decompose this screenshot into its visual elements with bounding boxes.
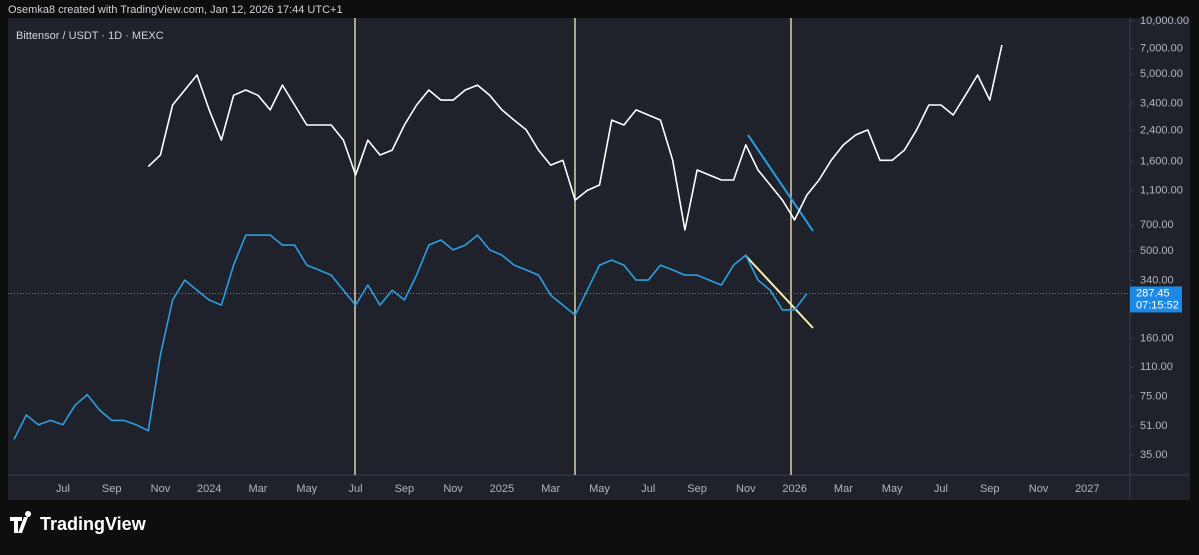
x-tick-label: May <box>589 483 610 495</box>
y-tick-label: 51.00 <box>1140 420 1168 432</box>
y-tick-label: 10,000.00 <box>1140 15 1189 27</box>
y-tick-label: 160.00 <box>1140 332 1174 344</box>
y-tick-label: 7,000.00 <box>1140 42 1183 54</box>
x-tick-label: 2026 <box>782 483 806 495</box>
x-tick-label: Sep <box>980 483 1000 495</box>
x-tick-label: Nov <box>736 483 756 495</box>
x-tick-label: Jul <box>934 483 948 495</box>
x-tick-label: 2024 <box>197 483 221 495</box>
x-tick-label: Jul <box>349 483 363 495</box>
price-line <box>13 234 808 440</box>
price-line <box>147 44 1003 231</box>
drawings <box>354 18 814 475</box>
x-tick-label: Mar <box>541 483 560 495</box>
y-tick-label: 2,400.00 <box>1140 124 1183 136</box>
x-tick-label: Nov <box>1029 483 1049 495</box>
x-tick-label: 2027 <box>1075 483 1099 495</box>
x-tick-label: Mar <box>834 483 853 495</box>
y-tick-label: 75.00 <box>1140 390 1168 402</box>
x-tick-label: Sep <box>395 483 415 495</box>
x-tick-label: May <box>882 483 903 495</box>
trend-line <box>744 254 814 329</box>
y-tick-label: 500.00 <box>1140 245 1174 257</box>
y-tick-label: 3,400.00 <box>1140 98 1183 110</box>
last-price-label: 287.45 <box>1136 287 1170 299</box>
x-tick-label: Nov <box>443 483 463 495</box>
logo-mark <box>10 511 32 533</box>
x-tick-label: Sep <box>102 483 122 495</box>
countdown-label: 07:15:52 <box>1136 299 1179 311</box>
y-tick-label: 5,000.00 <box>1140 68 1183 80</box>
y-tick-label: 35.00 <box>1140 449 1168 461</box>
x-tick-label: Jul <box>641 483 655 495</box>
axes: 35.00 51.00 75.00 110.00 160.00 340.00 500.00 7… <box>56 15 1189 495</box>
x-tick-label: 2025 <box>490 483 514 495</box>
trend-line <box>747 134 814 232</box>
x-tick-label: May <box>296 483 317 495</box>
plot <box>8 44 1130 440</box>
y-tick-label: 700.00 <box>1140 219 1174 231</box>
chart-title: Bittensor / USDT · 1D · MEXC <box>16 30 164 42</box>
y-tick-label: 1,100.00 <box>1140 184 1183 196</box>
last-price-box <box>1130 286 1182 313</box>
logo: TradingView <box>10 511 147 534</box>
x-tick-label: Sep <box>687 483 707 495</box>
x-tick-label: Jul <box>56 483 70 495</box>
y-tick-label: 1,600.00 <box>1140 156 1183 168</box>
x-tick-label: Mar <box>249 483 268 495</box>
y-tick-label: 110.00 <box>1140 361 1173 373</box>
x-tick-label: Nov <box>151 483 171 495</box>
brand: TradingView <box>40 514 147 534</box>
y-tick-label: 340.00 <box>1140 274 1174 286</box>
header: Osemka8 created with TradingView.com, Ja… <box>8 4 343 16</box>
